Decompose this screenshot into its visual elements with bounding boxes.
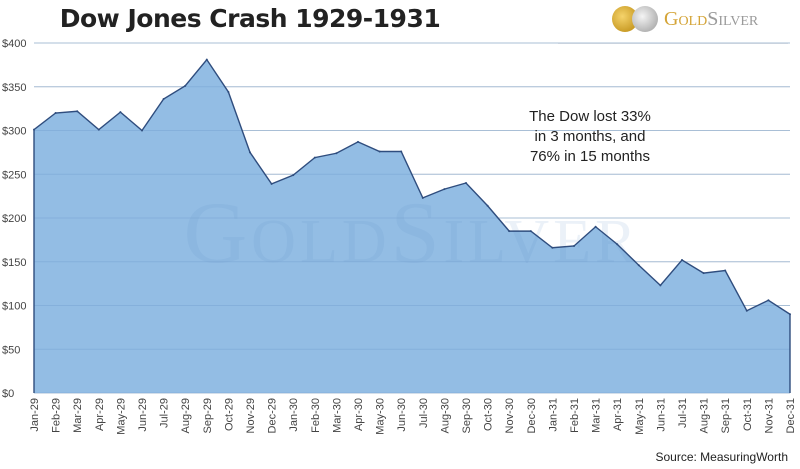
data-point [184,84,187,87]
data-point [637,264,640,267]
x-tick-label: Oct-30 [483,398,495,431]
x-tick-label: Aug-31 [699,398,711,433]
data-point [313,156,316,159]
data-point [378,150,381,153]
data-point [54,112,57,114]
x-tick-label: Mar-30 [331,398,343,433]
y-tick-label: $0 [2,388,14,400]
y-tick-label: $250 [2,169,26,181]
chart-annotation: The Dow lost 33% in 3 months, and 76% in… [500,107,680,167]
x-tick-label: Oct-29 [223,398,235,431]
x-tick-label: May-29 [115,398,127,435]
data-point [486,204,489,207]
data-point [681,259,683,261]
x-tick-label: Jul-30 [418,398,430,428]
data-point [551,246,554,249]
x-tick-label: Apr-29 [94,398,106,431]
x-tick-label: Jun-29 [137,398,149,432]
silver-coin-icon [632,6,658,32]
x-tick-label: Jan-30 [288,398,300,432]
y-tick-label: $100 [2,301,26,313]
x-tick-label: Jul-31 [677,398,689,428]
data-point [465,182,467,184]
data-point [702,272,705,275]
logo-silver-text: Silver [707,7,759,30]
x-tick-label: Apr-30 [353,398,365,431]
data-point [162,98,165,100]
data-point [724,269,727,272]
x-tick-label: Oct-31 [742,398,754,431]
data-point [443,188,446,191]
source-note: Source: MeasuringWorth [655,450,788,464]
data-point [789,313,791,316]
data-point [76,110,79,113]
data-point [227,91,230,93]
x-tick-label: Mar-31 [591,398,603,433]
data-point [249,151,251,154]
data-point [335,152,338,155]
x-tick-label: Dec-29 [267,398,279,433]
x-tick-label: Nov-30 [504,398,516,433]
y-tick-label: $50 [2,344,20,356]
x-tick-label: May-30 [375,398,387,435]
annotation-line-3: 76% in 15 months [529,148,651,165]
x-tick-label: Jun-30 [396,398,408,432]
y-tick-label: $350 [2,82,26,94]
x-tick-label: Dec-30 [526,398,538,433]
data-point [529,230,532,233]
annotation-line-1: The Dow lost 33% [529,108,651,125]
data-point [745,309,748,312]
y-tick-label: $150 [2,257,26,269]
data-point [141,129,143,132]
x-tick-label: Mar-29 [72,398,84,433]
data-point [616,243,619,246]
data-point [119,111,122,114]
data-point [400,150,403,153]
logo-text: GoldSilver [664,8,758,31]
x-tick-label: Sep-30 [461,398,473,433]
data-point [205,58,208,61]
data-point [573,245,575,247]
x-tick-label: May-31 [634,398,646,435]
x-tick-label: Sep-31 [720,398,732,433]
data-point [33,128,35,131]
data-point [292,174,295,177]
data-point [421,196,424,199]
x-tick-label: Nov-29 [245,398,257,433]
watermark-text: GoldSilver [184,185,641,282]
data-point [594,225,597,228]
x-tick-label: Feb-29 [51,398,63,433]
x-tick-label: Dec-31 [785,398,797,433]
y-tick-label: $400 [2,38,26,50]
area-fill [34,59,790,393]
x-tick-label: Jun-31 [655,398,667,432]
chart-title: Dow Jones Crash 1929-1931 [59,4,441,33]
data-point [270,182,273,185]
goldsilver-logo: GoldSilver [612,6,758,32]
x-tick-label: Feb-31 [569,398,581,433]
annotation-line-2: in 3 months, and [534,128,646,145]
data-point [357,140,359,143]
x-tick-label: Jan-29 [29,398,41,432]
x-tick-label: Nov-31 [763,398,775,433]
data-point [97,128,100,131]
x-tick-label: Apr-31 [612,398,624,431]
data-point [659,284,662,287]
logo-gold-text: Gold [664,7,708,30]
y-tick-label: $200 [2,213,26,225]
data-point [767,299,770,302]
x-tick-label: Jan-31 [547,398,559,432]
data-point [508,230,511,233]
series-line [33,58,791,315]
y-tick-label: $300 [2,126,26,138]
x-tick-label: Sep-29 [202,398,214,433]
x-tick-label: Aug-30 [439,398,451,433]
x-tick-label: Jul-29 [159,398,171,428]
x-tick-label: Feb-30 [310,398,322,433]
x-tick-label: Aug-29 [180,398,192,433]
